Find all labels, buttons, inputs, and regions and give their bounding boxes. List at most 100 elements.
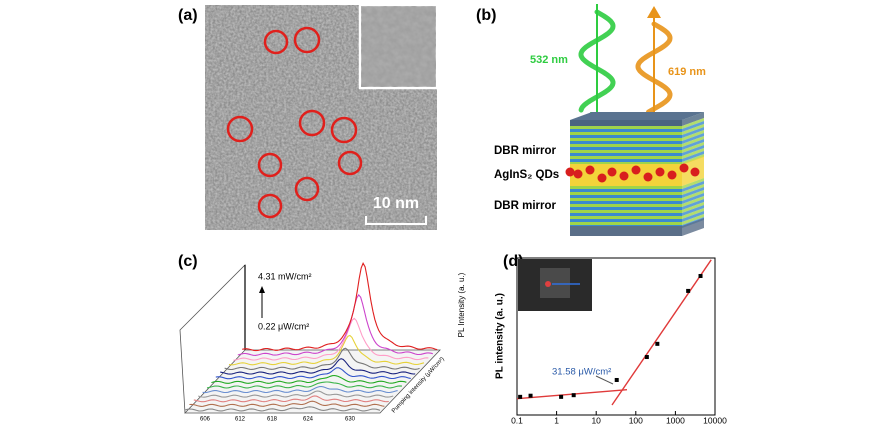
spectrum-curve [184,406,381,412]
dbr-layer-side [682,196,704,207]
dbr-layer-side [682,181,704,192]
y-axis-label: PL Intensity (a. u.) [457,272,466,337]
emission-label: 619 nm [668,66,706,78]
dbr-layer-side [682,208,704,219]
dbr-layer [570,198,682,201]
panel-label: (a) [178,7,198,24]
dbr-layer [570,222,682,225]
inset-photo-detail [540,268,570,298]
dbr-layer-side [682,139,704,150]
low-label: 0.22 μW/cm² [258,321,309,331]
x-tick-label: 0.1 [511,415,523,425]
dbr-layer-side [682,184,704,195]
pump-label: 532 nm [530,54,568,66]
x-tick-label: 1000 [666,415,685,425]
dbr-layer [570,159,682,162]
dbr-layer [570,138,682,141]
dbr-layer [570,216,682,219]
dbr-layer [570,201,682,204]
spectrum-curve [189,400,385,407]
annotation: 31.58 μW/cm² [552,367,611,378]
panel-c: (c) 4.31 mW/cm² 0.22 μW/cm² PL Intensity… [178,253,466,422]
data-point [571,393,576,398]
spectrum-curve [193,395,389,403]
dbr-layer [570,186,682,189]
stack-top [570,112,704,120]
dbr-layer [570,192,682,195]
scale-bar [365,216,427,225]
qd-circle [293,26,321,54]
quantum-dot [585,165,595,175]
dbr-layer [570,213,682,216]
y-axis-label: PL intensity (a. u.) [495,293,506,379]
layer-label: AgInS₂ QDs [494,169,559,181]
qd-circle [330,116,358,144]
annotation-arrow [595,375,614,385]
dbr-layer-side [682,199,704,210]
dbr-layer [570,147,682,150]
qd-circles [226,26,363,219]
dbr-layer-side [682,178,704,189]
dbr-layer [570,129,682,132]
spectrum-curve [202,385,398,394]
panel-label: (c) [178,253,198,270]
qd-circle [257,152,283,178]
dbr-layer-side [682,145,704,156]
dbr-layer [570,150,682,153]
dbr-layer-side [682,202,704,213]
x-tick-label: 10000 [703,415,727,425]
x-tick-label: 100 [629,415,643,425]
dbr-layer [570,132,682,135]
qd-circle [294,176,320,202]
dbr-layer-side [682,214,704,225]
quantum-dot [655,167,665,177]
spectrum-curve [206,381,403,389]
spectrum-curve [237,293,433,356]
scale-bar-label: 10 nm [373,195,419,212]
quantum-dot [667,170,677,180]
dbr-layer [570,210,682,213]
cap-layer-side [682,112,704,126]
qd-circle [226,115,254,143]
dbr-layer-side [682,205,704,216]
dbr-layer [570,144,682,147]
dbr-layer-side [682,124,704,135]
dbr-layer [570,219,682,222]
data-point [614,377,619,382]
panel-d: (d) PL intensity (a. u.) 31.58 μW/cm² 0.… [495,253,727,425]
data-point [528,393,533,398]
x-tick-label: 10 [591,415,601,425]
dbr-layer [570,156,682,159]
substrate [570,226,682,236]
data-point [698,273,703,278]
dbr-layer-side [682,190,704,201]
data-point [559,394,564,399]
arrow-head [647,6,661,18]
x-tick-label: 630 [345,417,356,423]
x-tick-label: 612 [235,417,246,423]
cap-layer [570,120,682,126]
dbr-layer [570,207,682,210]
dbr-layer [570,162,682,165]
spectrum-curve [233,317,429,361]
dbr-layer [570,189,682,192]
spectrum-curve [215,367,411,380]
panel-a: (a) 10 nm [178,3,439,230]
substrate-side [682,218,704,236]
panel-b: (b) 532 nm 619 nm DBR mirror AgInS₂ QDs … [476,4,706,236]
quantum-dot [631,165,641,175]
data-point [518,394,523,399]
spectrum-curve [228,334,425,366]
high-label: 4.31 mW/cm² [258,271,312,281]
quantum-dot [607,167,617,177]
dbr-layer-side [682,130,704,141]
data-point [644,355,649,360]
qd-circle [337,150,363,176]
spectrum-curve [224,347,420,371]
quantum-dot [597,173,607,183]
dbr-layer-side [682,193,704,204]
spectrum-curve [211,374,407,384]
x-tick-label: 624 [303,417,314,423]
dbr-layer-side [682,121,704,132]
